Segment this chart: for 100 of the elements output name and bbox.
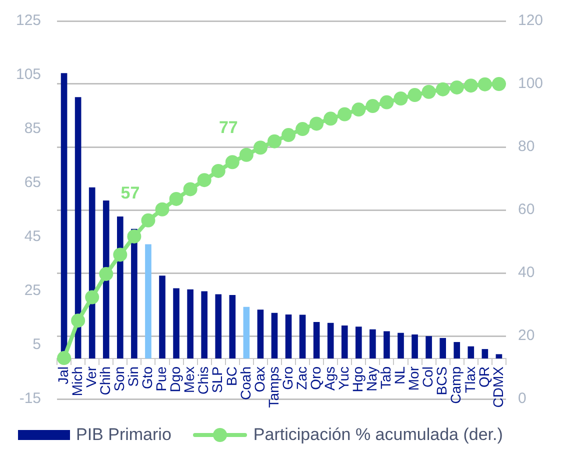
- y2-tick-label: 60: [518, 201, 535, 218]
- legend-label: Participación % acumulada (der.): [253, 425, 503, 445]
- point: [85, 290, 100, 304]
- x-tick-label: QR: [476, 366, 492, 388]
- point: [408, 88, 422, 102]
- y2-tick-label: 80: [518, 138, 535, 156]
- point: [464, 78, 478, 93]
- point: [436, 82, 450, 96]
- y-tick-label: 65: [24, 174, 42, 192]
- x-tick-label: Son: [111, 366, 128, 392]
- y-tick-label: 105: [16, 66, 42, 84]
- point: [380, 95, 394, 110]
- bar: [102, 200, 110, 358]
- x-tick-label: Camp: [448, 366, 464, 404]
- x-tick-label: Dgo: [167, 366, 184, 392]
- point: [478, 77, 492, 92]
- point: [253, 140, 268, 155]
- bar: [341, 326, 348, 358]
- point: [352, 102, 366, 117]
- point: [310, 116, 324, 131]
- x-tick-label: BC: [223, 366, 240, 386]
- bar: [454, 342, 460, 358]
- point: [296, 122, 310, 136]
- bar: [187, 289, 194, 358]
- x-tick-label: Mich: [68, 366, 85, 396]
- y-tick-label: 25: [24, 282, 42, 300]
- point: [155, 202, 170, 216]
- point: [183, 182, 198, 196]
- bar: [440, 338, 446, 358]
- bar: [229, 295, 236, 358]
- bar: [412, 334, 418, 358]
- bar: [285, 314, 292, 358]
- bar: [356, 326, 362, 358]
- x-tick-label: Hgo: [350, 366, 366, 392]
- point: [113, 248, 128, 262]
- point: [99, 266, 114, 281]
- x-tick-label: Tamps: [265, 366, 282, 408]
- bar: [313, 322, 320, 358]
- bar: [201, 291, 208, 358]
- bar: [173, 288, 180, 358]
- bar: [88, 187, 96, 358]
- point: [324, 112, 338, 126]
- point: [450, 80, 464, 94]
- y2-tick-label: 120: [518, 12, 544, 30]
- point: [239, 148, 254, 162]
- bar: [243, 306, 250, 358]
- point: [71, 314, 86, 328]
- x-tick-label: SLP: [209, 366, 226, 393]
- x-tick-label: Jal: [54, 366, 71, 384]
- y2-tick-label: 40: [518, 264, 535, 282]
- y2-tick-label: 100: [518, 75, 544, 92]
- x-tick-label: Gro: [279, 366, 296, 390]
- point: [225, 155, 240, 170]
- y-tick-label: 45: [24, 228, 42, 246]
- data-label: 77: [218, 118, 238, 138]
- y2-tick-label: 0: [518, 390, 526, 408]
- x-tick-label: Gto: [139, 366, 156, 390]
- x-tick-label: Qro: [307, 366, 324, 390]
- bar: [145, 244, 152, 358]
- y-tick-label: 5: [32, 336, 42, 354]
- point: [394, 91, 408, 106]
- x-tick-label: Col: [420, 366, 436, 388]
- bar: [257, 310, 264, 358]
- data-label: 57: [120, 184, 140, 203]
- bar: [370, 329, 376, 358]
- bar: [159, 276, 166, 358]
- bar: [117, 216, 124, 358]
- x-tick-label: Pue: [153, 366, 170, 392]
- x-tick-label: Tlax: [462, 366, 478, 393]
- x-tick-label: Chih: [96, 366, 113, 396]
- x-tick-label: Oax: [251, 366, 268, 392]
- x-tick-label: Ver: [82, 366, 99, 388]
- bar: [215, 294, 222, 358]
- point: [197, 173, 212, 188]
- bar: [482, 349, 488, 358]
- bar: [398, 332, 404, 358]
- point: [492, 77, 506, 91]
- point: [282, 128, 296, 142]
- legend-label: PIB Primario: [76, 425, 172, 445]
- y-tick-label: 85: [24, 120, 42, 138]
- point: [57, 351, 72, 366]
- x-tick-label: NL: [392, 366, 408, 384]
- x-tick-label: Sin: [125, 366, 142, 387]
- point: [366, 99, 380, 114]
- x-tick-label: BCS: [434, 366, 450, 396]
- y2-tick-label: 20: [518, 327, 535, 344]
- bar: [468, 346, 474, 358]
- point: [338, 107, 352, 122]
- point: [127, 229, 142, 244]
- point: [169, 192, 184, 206]
- x-tick-label: Zac: [293, 366, 310, 390]
- bar: [384, 331, 390, 358]
- y-tick-label: 125: [16, 12, 42, 30]
- point: [211, 164, 226, 178]
- point: [267, 134, 282, 148]
- point: [422, 84, 436, 99]
- bar: [496, 354, 502, 358]
- point: [141, 213, 156, 228]
- x-tick-label: Mor: [406, 366, 422, 391]
- y-tick-label: -15: [19, 390, 42, 408]
